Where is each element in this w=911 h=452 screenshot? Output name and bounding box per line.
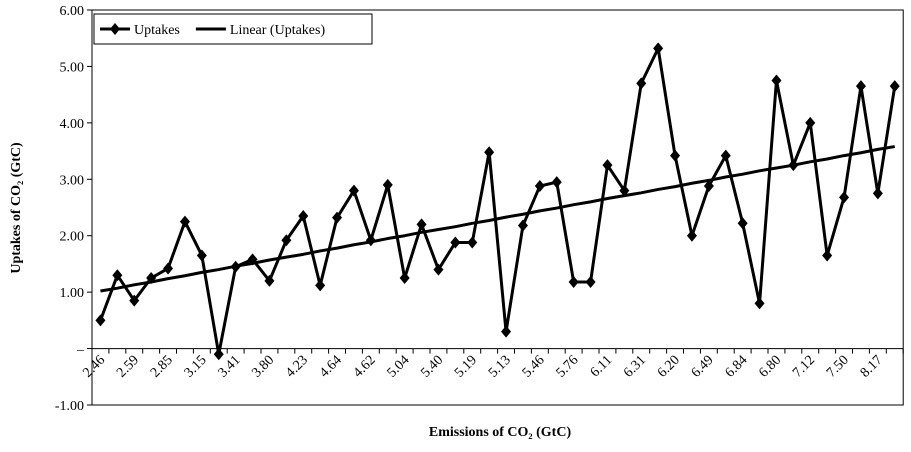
point xyxy=(602,159,613,172)
x-tick-label: 6.84 xyxy=(723,353,751,381)
x-tick-label: 6.31 xyxy=(621,353,649,381)
point xyxy=(298,209,309,222)
y-tick-label: 3.00 xyxy=(60,173,85,188)
legend-marker xyxy=(110,23,120,35)
x-tick-label: 2.85 xyxy=(148,353,176,381)
point xyxy=(619,184,630,197)
point xyxy=(399,272,410,285)
point xyxy=(112,269,123,282)
point xyxy=(501,325,512,338)
point xyxy=(872,187,883,200)
point xyxy=(416,218,427,231)
point xyxy=(822,249,833,262)
x-tick-label: 6.80 xyxy=(756,353,784,381)
x-tick-label: 4.23 xyxy=(283,353,311,381)
point xyxy=(889,80,900,93)
point xyxy=(95,314,106,327)
point xyxy=(332,211,343,224)
point xyxy=(805,116,816,129)
x-tick-label: 4.64 xyxy=(317,353,345,381)
x-tick-label: 5.46 xyxy=(520,353,548,381)
plot-area xyxy=(91,9,904,406)
y-tick-label: -1.00 xyxy=(55,399,84,414)
series-line xyxy=(99,46,897,356)
legend xyxy=(93,13,373,45)
point xyxy=(636,77,647,90)
point xyxy=(179,215,190,228)
point xyxy=(315,279,326,292)
y-tick-label: 1.00 xyxy=(60,286,85,301)
point xyxy=(129,294,140,307)
legend-label: Uptakes xyxy=(134,23,180,38)
x-tick-label: 5.19 xyxy=(452,353,480,381)
point xyxy=(855,80,866,93)
y-tick-label: 6.00 xyxy=(60,4,85,19)
y-tick-label: 5.00 xyxy=(60,60,85,75)
point xyxy=(754,297,765,310)
point xyxy=(551,176,562,189)
point xyxy=(196,249,207,262)
point xyxy=(467,236,478,249)
point xyxy=(771,74,782,87)
point xyxy=(568,275,579,288)
y-tick-label: 4.00 xyxy=(60,117,85,132)
point xyxy=(686,229,697,242)
point xyxy=(653,42,664,55)
x-tick-label: 4.62 xyxy=(351,353,379,381)
x-tick-label: 7.50 xyxy=(824,353,852,381)
x-tick-label: 5.04 xyxy=(385,353,413,381)
point xyxy=(720,149,731,162)
point xyxy=(534,180,545,193)
x-tick-label: 6.49 xyxy=(689,353,717,381)
y-tick-label: – xyxy=(76,343,85,358)
y-tick-label: 2.00 xyxy=(60,230,85,245)
x-tick-label: 5.13 xyxy=(486,353,514,381)
x-tick-label: 6.20 xyxy=(655,353,683,381)
y-axis-label: Uptakes of CO₂ (GtC) xyxy=(9,142,24,274)
point xyxy=(264,274,275,287)
point xyxy=(382,178,393,191)
point xyxy=(839,191,850,204)
x-tick-label: 7.12 xyxy=(790,353,818,381)
point xyxy=(281,234,292,247)
x-tick-label: 2.59 xyxy=(114,353,142,381)
series-line xyxy=(100,145,895,293)
point xyxy=(703,180,714,193)
x-axis-label: Emissions of CO₂ (GtC) xyxy=(429,425,572,440)
point xyxy=(213,348,224,361)
point xyxy=(163,262,174,275)
point xyxy=(450,236,461,249)
point xyxy=(585,275,596,288)
x-tick-label: 8.17 xyxy=(858,353,886,381)
x-tick-label: 3.80 xyxy=(249,353,277,381)
legend-label: Linear (Uptakes) xyxy=(230,23,326,38)
point xyxy=(433,263,444,276)
x-tick-label: 5.40 xyxy=(418,353,446,381)
x-tick-label: 2.46 xyxy=(80,353,108,381)
x-tick-label: 6.11 xyxy=(588,353,616,381)
point xyxy=(484,146,495,159)
point xyxy=(517,219,528,232)
x-tick-label: 5.76 xyxy=(554,353,582,381)
point xyxy=(670,149,681,162)
point xyxy=(348,184,359,197)
x-tick-label: 3.15 xyxy=(182,353,210,381)
point xyxy=(737,217,748,230)
